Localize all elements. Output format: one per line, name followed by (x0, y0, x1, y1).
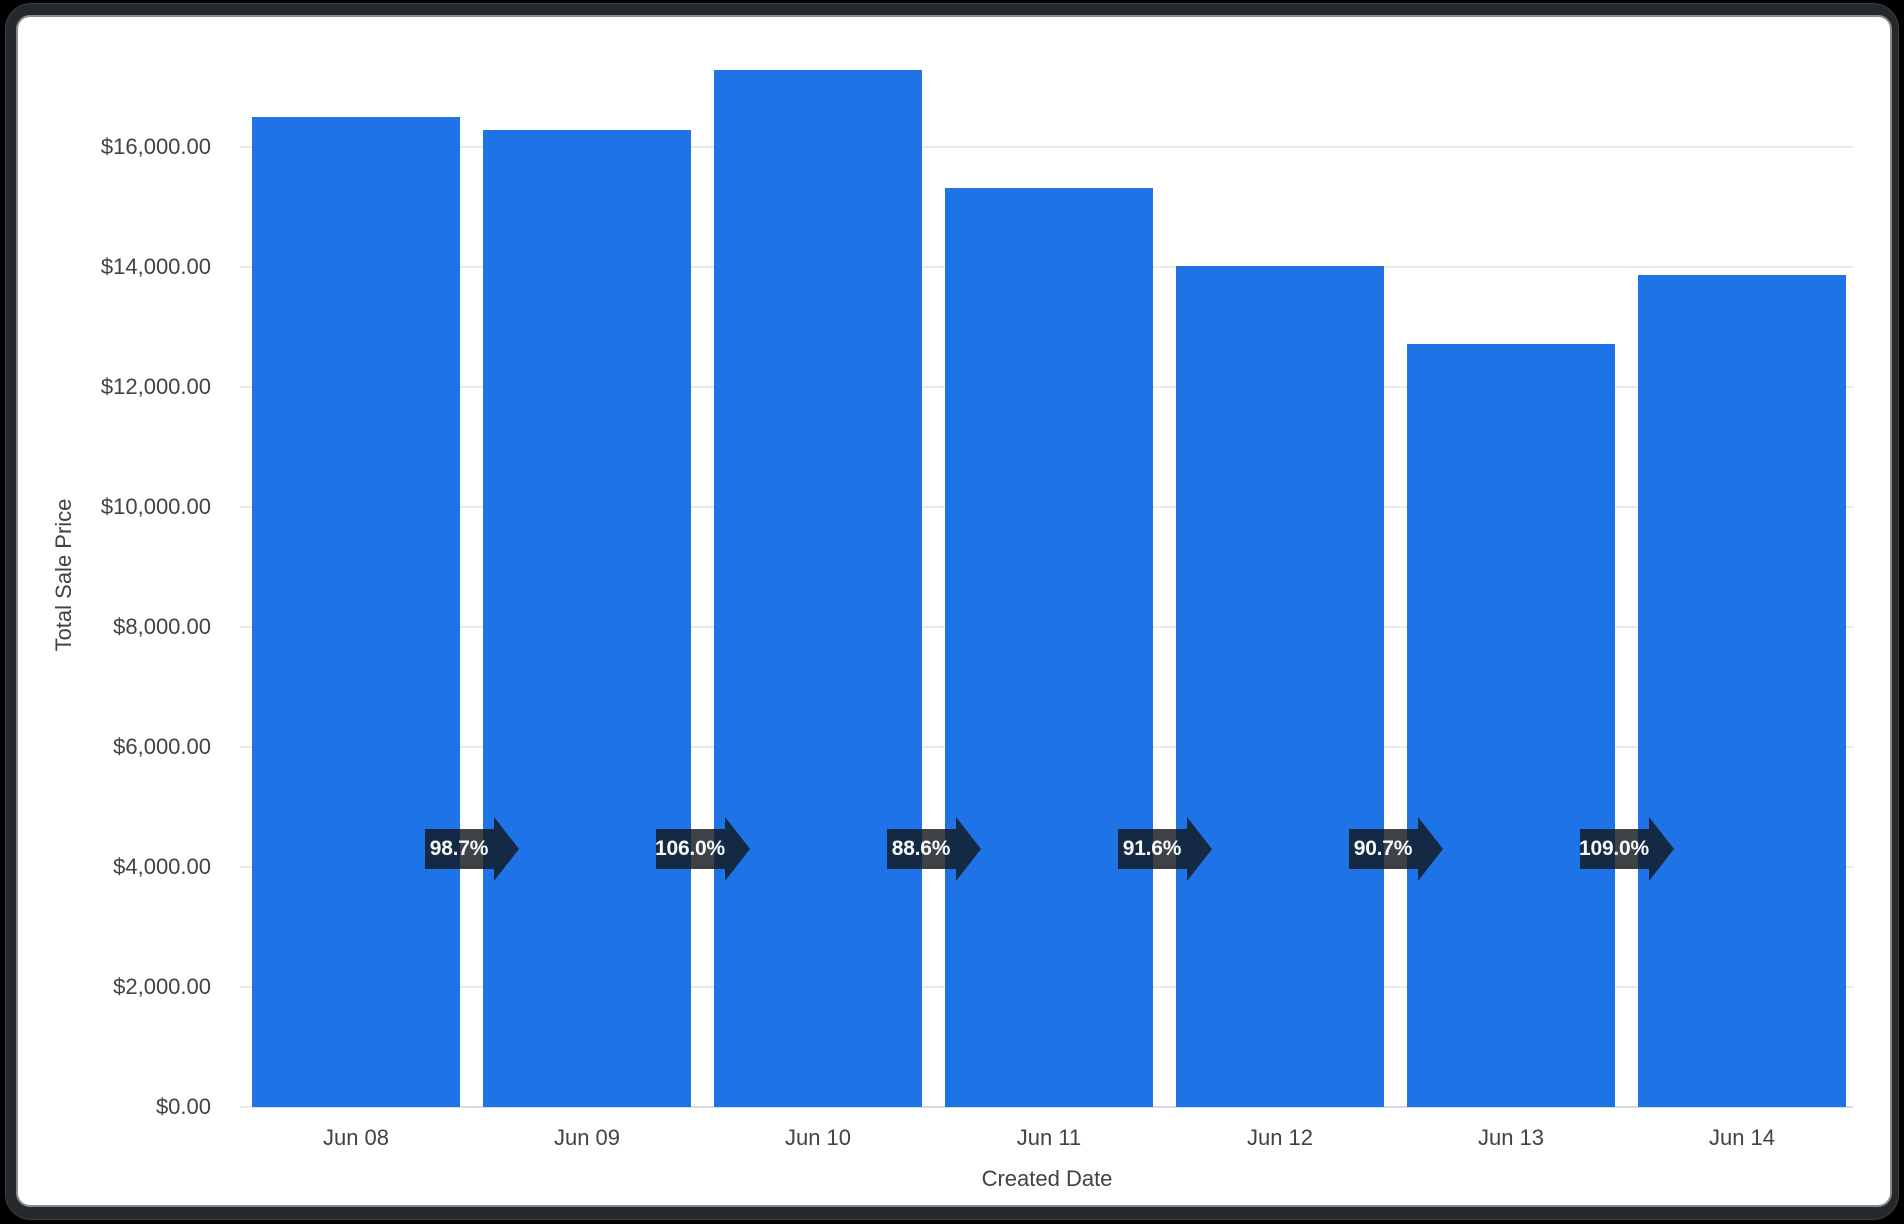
change-arrow-label: 109.0% (1578, 837, 1650, 860)
y-axis-tick (240, 866, 254, 868)
y-axis-tick (240, 506, 254, 508)
y-axis-tick (240, 146, 254, 148)
change-arrow-body: 90.7% (1348, 829, 1418, 869)
change-arrow-badge: 91.6% (1117, 817, 1212, 881)
arrow-head-icon (955, 817, 981, 881)
change-arrow-badge: 90.7% (1348, 817, 1443, 881)
arrow-head-icon (1417, 817, 1443, 881)
bar-jun-12[interactable] (1176, 266, 1384, 1107)
x-axis-line (241, 1106, 1853, 1108)
change-arrow-label: 88.6% (891, 837, 951, 860)
bar-jun-08[interactable] (252, 117, 460, 1107)
bar-jun-10[interactable] (714, 70, 922, 1107)
x-axis-title: Created Date (981, 1166, 1113, 1191)
y-tick-label: $14,000.00 (100, 254, 211, 279)
y-axis-tick (240, 626, 254, 628)
x-tick-label: Jun 12 (1246, 1125, 1314, 1150)
x-tick-label: Jun 10 (784, 1125, 852, 1150)
y-tick-label: $16,000.00 (100, 134, 211, 159)
bar-jun-11[interactable] (945, 188, 1153, 1107)
change-arrow-label: 98.7% (429, 837, 489, 860)
arrow-head-icon (724, 817, 750, 881)
chart-card: $0.00 $2,000.00 $4,000.00 $6,000.00 $8,000.0… (16, 15, 1892, 1207)
change-arrow-badge: 88.6% (886, 817, 981, 881)
change-arrow-body: 88.6% (886, 829, 956, 869)
y-axis-tick (240, 1106, 254, 1108)
change-arrow-badge: 106.0% (654, 817, 750, 881)
arrow-head-icon (1648, 817, 1674, 881)
x-tick-label: Jun 08 (322, 1125, 390, 1150)
x-tick-label: Jun 13 (1477, 1125, 1545, 1150)
y-axis-tick (240, 986, 254, 988)
bar-jun-13[interactable] (1407, 344, 1615, 1107)
change-arrow-body: 106.0% (654, 829, 726, 869)
change-arrow-body: 98.7% (424, 829, 494, 869)
y-tick-label: $8,000.00 (113, 614, 211, 639)
y-tick-label: $6,000.00 (113, 734, 211, 759)
bar-jun-09[interactable] (483, 130, 691, 1107)
change-arrow-badge: 98.7% (424, 817, 519, 881)
x-tick-label: Jun 14 (1708, 1125, 1776, 1150)
x-tick-label: Jun 11 (1016, 1125, 1082, 1150)
arrow-head-icon (1186, 817, 1212, 881)
change-arrow-badge: 109.0% (1578, 817, 1674, 881)
window-frame: $0.00 $2,000.00 $4,000.00 $6,000.00 $8,000.0… (5, 3, 1899, 1220)
y-tick-label: $2,000.00 (113, 974, 211, 999)
change-arrow-body: 91.6% (1117, 829, 1187, 869)
change-arrow-body: 109.0% (1578, 829, 1650, 869)
y-tick-label: $4,000.00 (113, 854, 211, 879)
change-arrow-label: 90.7% (1353, 837, 1413, 860)
y-tick-label: $0.00 (155, 1094, 211, 1119)
bar-chart: $0.00 $2,000.00 $4,000.00 $6,000.00 $8,000.0… (18, 17, 1890, 1205)
bar-jun-14[interactable] (1638, 275, 1846, 1107)
x-tick-label: Jun 09 (553, 1125, 621, 1150)
y-axis-tick (240, 746, 254, 748)
change-arrow-label: 91.6% (1122, 837, 1182, 860)
y-axis-title: Total Sale Price (51, 498, 76, 652)
y-tick-label: $12,000.00 (100, 374, 211, 399)
y-axis-tick (240, 386, 254, 388)
gridline (241, 146, 1853, 148)
y-axis-tick (240, 266, 254, 268)
change-arrow-label: 106.0% (654, 837, 726, 860)
y-tick-label: $10,000.00 (100, 494, 211, 519)
arrow-head-icon (493, 817, 519, 881)
